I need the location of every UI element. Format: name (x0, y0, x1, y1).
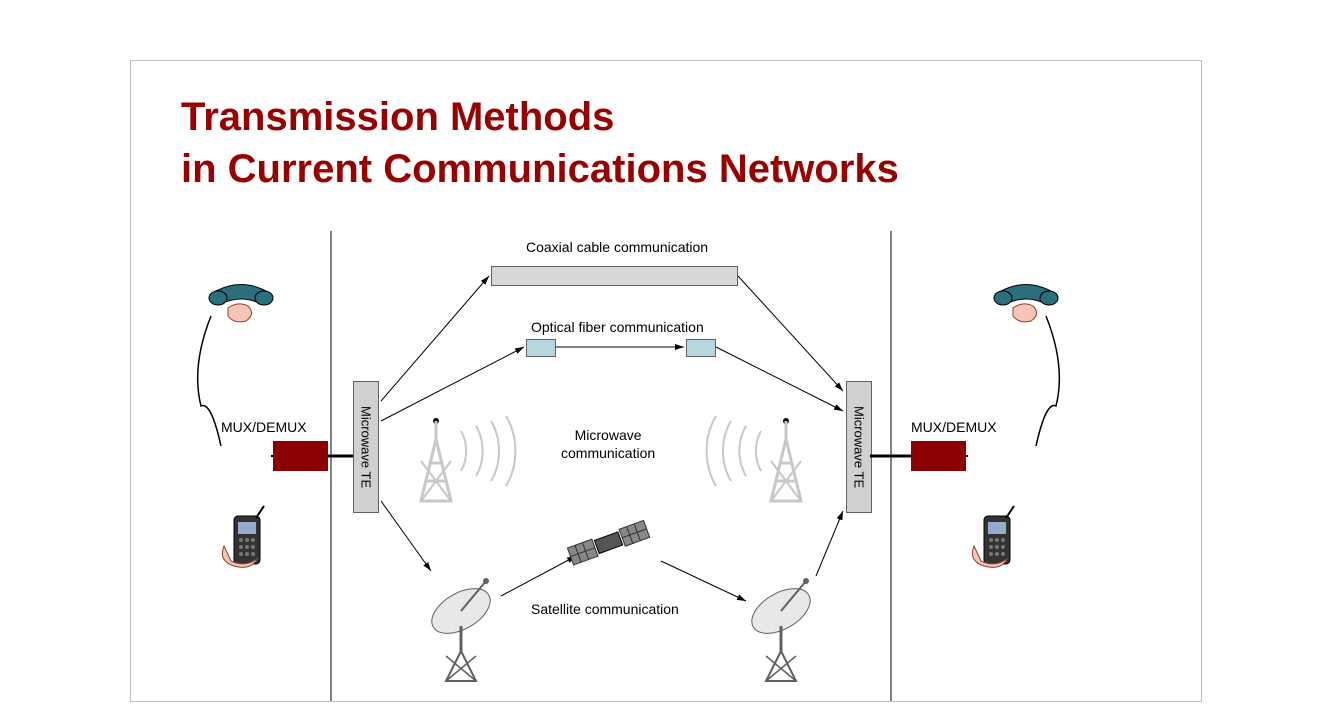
title-line2: in Current Communications Networks (181, 147, 899, 191)
tower-left-icon (421, 418, 451, 501)
tower-right-icon (771, 418, 801, 501)
waves-right-icon (707, 416, 761, 486)
fiber-node-1 (526, 339, 556, 357)
mux-right-box (911, 441, 966, 471)
dish-right-icon (744, 578, 817, 681)
mux-right-label: MUX/DEMUX (911, 419, 997, 435)
phone-handset-right-icon (994, 285, 1059, 447)
slide-root: Transmission Methods in Current Communic… (0, 0, 1333, 723)
dish-left-icon (424, 578, 497, 681)
diagram-frame: Transmission Methods in Current Communic… (130, 60, 1202, 702)
slide-title: Transmission Methods in Current Communic… (181, 91, 899, 195)
title-line1: Transmission Methods (181, 95, 614, 139)
microwave-te-right: Microwave TE (846, 381, 872, 513)
mobile-phone-left-icon (222, 506, 264, 567)
satellite-label: Satellite communication (531, 601, 679, 617)
coax-label: Coaxial cable communication (526, 239, 708, 255)
waves-left-icon (461, 416, 515, 486)
mux-left-box (273, 441, 328, 471)
microwave-label: Microwave communication (561, 426, 655, 462)
fiber-node-2 (686, 339, 716, 357)
coax-bar (491, 266, 738, 286)
fiber-label: Optical fiber communication (531, 319, 704, 335)
microwave-te-left: Microwave TE (353, 381, 379, 513)
satellite-icon (567, 520, 649, 565)
mobile-phone-right-icon (972, 506, 1014, 567)
mux-left-label: MUX/DEMUX (221, 419, 307, 435)
